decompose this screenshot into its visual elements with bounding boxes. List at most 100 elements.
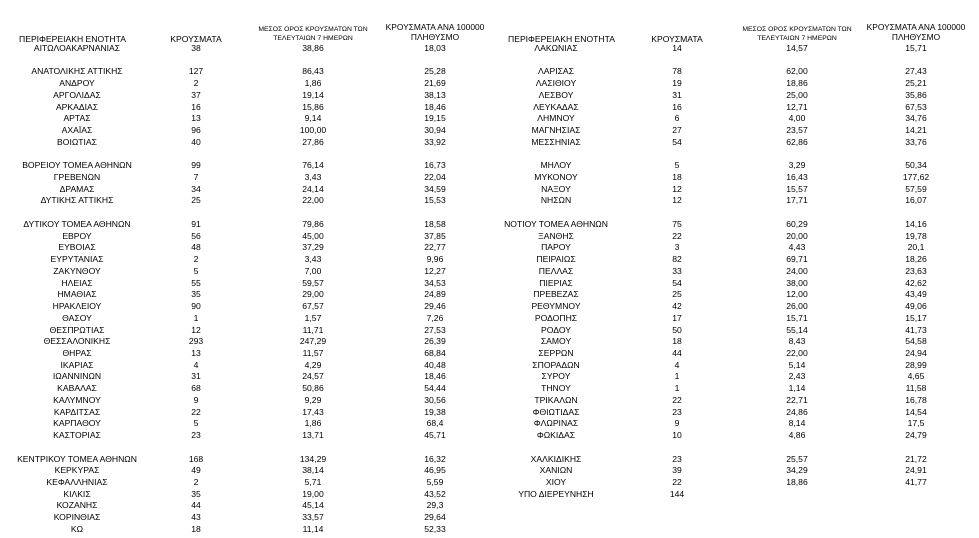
weekly-mean: 24,57	[302, 371, 324, 382]
cases: 23	[672, 406, 682, 417]
cases: 5	[674, 160, 680, 171]
cases-per-100k: 17,5	[907, 418, 925, 429]
weekly-mean: 4,00	[788, 113, 806, 124]
region-name: ΑΧΑΪΑΣ	[61, 125, 93, 136]
region-name: ΧΙΟΥ	[545, 477, 567, 487]
cases: 23	[672, 453, 682, 464]
cases-per-100k: 15,71	[905, 43, 927, 53]
region-name: ΛΕΣΒΟΥ	[538, 89, 574, 100]
weekly-mean: 38,00	[786, 277, 808, 288]
cases-per-100k: 28,99	[905, 359, 927, 370]
cases-per-100k: 54,44	[424, 383, 446, 394]
weekly-mean: 17,71	[786, 195, 808, 206]
weekly-mean: 3,43	[304, 254, 322, 265]
cases-per-100k: 30,56	[424, 394, 446, 405]
region-name: ΤΡΙΚΑΛΩΝ	[534, 394, 578, 405]
cases: 44	[191, 500, 201, 511]
cases-per-100k: 4,65	[907, 371, 925, 382]
cases: 56	[191, 230, 201, 241]
cases-per-100k: 22,04	[424, 172, 446, 183]
region-name: ΜΕΣΣΗΝΙΑΣ	[531, 136, 581, 147]
cases: 144	[669, 488, 685, 499]
region-name: ΘΕΣΣΑΛΟΝΙΚΗΣ	[43, 336, 111, 347]
weekly-mean: 22,00	[302, 195, 324, 206]
region-name: ΚΑΡΔΙΤΣΑΣ	[53, 406, 101, 417]
cases: 2	[193, 254, 199, 265]
cases: 43	[191, 512, 201, 523]
cases-per-100k: 68,4	[426, 418, 444, 429]
region-name: ΚΑΛΥΜΝΟΥ	[53, 394, 101, 405]
column-header: ΜΕΣΟΣ ΟΡΟΣ ΚΡΟΥΣΜΑΤΩΝ ΤΩΝ ΤΕΛΕΥΤΑΙΩΝ 7 Η…	[258, 26, 368, 42]
weekly-mean: 13,71	[302, 430, 324, 441]
cases-per-100k: 33,76	[905, 136, 927, 147]
cases: 68	[191, 383, 201, 394]
region-name: ΕΥΡΥΤΑΝΙΑΣ	[50, 254, 104, 265]
cases: 33	[672, 265, 682, 276]
cases: 127	[188, 66, 204, 77]
weekly-mean: 22,00	[786, 347, 808, 358]
column-header: ΚΡΟΥΣΜΑΤΑ	[651, 34, 703, 44]
cases: 99	[191, 160, 201, 171]
cases-per-100k: 7,26	[426, 312, 444, 323]
cases: 25	[191, 195, 201, 206]
cases: 22	[191, 406, 201, 417]
cases-per-100k: 43,49	[905, 289, 927, 300]
cases: 54	[672, 277, 682, 288]
cases-per-100k: 57,59	[905, 183, 927, 194]
cases-per-100k: 22,77	[424, 242, 446, 253]
weekly-mean: 26,00	[786, 301, 808, 312]
cases: 35	[191, 289, 201, 300]
cases-per-100k: 12,27	[424, 265, 446, 276]
weekly-mean: 50,86	[302, 383, 324, 394]
weekly-mean: 15,71	[786, 312, 808, 323]
cases: 12	[191, 324, 201, 335]
cases-per-100k: 19,15	[424, 113, 446, 124]
cases: 25	[672, 289, 682, 300]
cases: 1	[674, 383, 680, 394]
region-name: ΓΡΕΒΕΝΩΝ	[53, 172, 101, 183]
weekly-mean: 11,57	[302, 347, 324, 358]
weekly-mean: 60,29	[786, 218, 808, 229]
weekly-mean: 1,57	[304, 312, 322, 323]
column-header: ΚΡΟΥΣΜΑΤΑ	[170, 34, 222, 44]
cases: 37	[191, 89, 201, 100]
cases: 22	[672, 394, 682, 405]
region-name: ΒΟΡΕΙΟΥ ΤΟΜΕΑ ΑΘΗΝΩΝ	[22, 160, 132, 171]
region-name: ΔΡΑΜΑΣ	[59, 183, 95, 194]
cases-per-100k: 41,77	[905, 477, 927, 487]
cases-per-100k: 16,07	[905, 195, 927, 206]
region-name: ΑΙΤΩΛΟΑΚΑΡΝΑΝΙΑΣ	[33, 43, 121, 53]
region-name: ΚΙΛΚΙΣ	[63, 488, 91, 499]
region-name: ΚΟΖΑΝΗΣ	[56, 500, 98, 511]
weekly-mean: 8,43	[788, 336, 806, 347]
region-name: ΞΑΝΘΗΣ	[538, 230, 574, 241]
cases: 44	[672, 347, 682, 358]
weekly-mean: 16,43	[786, 172, 808, 183]
cases: 10	[672, 430, 682, 441]
cases-per-100k: 26,39	[424, 336, 446, 347]
cases-per-100k: 14,16	[905, 218, 927, 229]
cases-per-100k: 18,46	[424, 101, 446, 112]
cases: 23	[191, 430, 201, 441]
cases-per-100k: 42,62	[905, 277, 927, 288]
cases: 5	[193, 265, 199, 276]
region-name: ΘΗΡΑΣ	[62, 347, 92, 358]
cases-per-100k: 29,3	[426, 500, 444, 511]
region-name: ΡΟΔΟΥ	[541, 324, 571, 335]
cases-per-100k: 50,34	[905, 160, 927, 171]
weekly-mean: 12,71	[786, 101, 808, 112]
cases: 27	[672, 125, 682, 136]
weekly-mean: 4,29	[304, 359, 322, 370]
weekly-mean: 37,29	[302, 242, 324, 253]
cases: 18	[191, 523, 201, 534]
cases-per-100k: 18,46	[424, 371, 446, 382]
weekly-mean: 62,00	[786, 66, 808, 77]
weekly-mean: 11,14	[302, 523, 324, 534]
weekly-mean: 5,71	[304, 477, 322, 487]
region-name: ΧΑΝΙΩΝ	[539, 465, 573, 476]
cases-per-100k: 9,96	[426, 254, 444, 265]
cases: 1	[674, 371, 680, 382]
cases: 16	[191, 101, 201, 112]
weekly-mean: 76,14	[302, 160, 324, 171]
cases: 19	[672, 78, 682, 89]
